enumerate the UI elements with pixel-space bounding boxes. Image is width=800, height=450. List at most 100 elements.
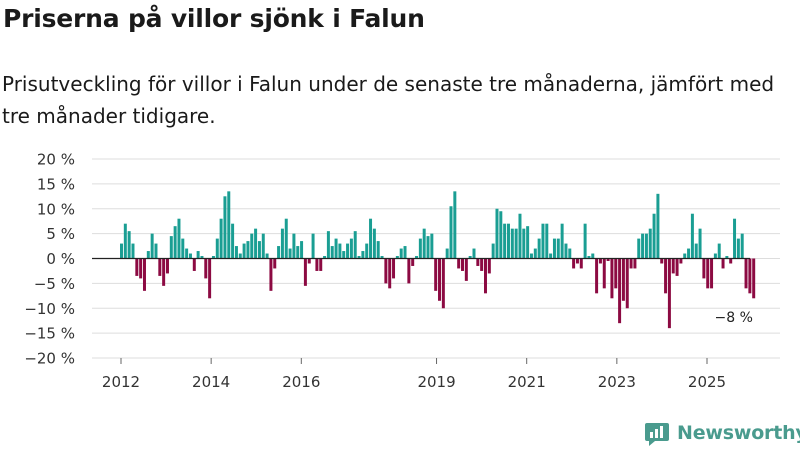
y-tick-label: −5 % xyxy=(34,275,75,293)
bar xyxy=(307,258,311,264)
bar xyxy=(675,258,679,276)
bar xyxy=(660,258,664,264)
x-tick-label: 2021 xyxy=(508,373,546,391)
bar xyxy=(591,253,595,259)
bar xyxy=(219,218,223,259)
bar xyxy=(606,258,610,261)
bar xyxy=(254,228,258,259)
bar xyxy=(234,246,238,259)
bar xyxy=(652,213,656,259)
bar xyxy=(721,258,725,269)
bar xyxy=(713,253,717,259)
bar xyxy=(514,228,518,259)
bar xyxy=(671,258,675,274)
bar xyxy=(146,251,150,259)
bar xyxy=(449,206,453,259)
bar xyxy=(265,253,269,259)
bar xyxy=(736,238,740,259)
bar xyxy=(296,246,300,259)
bar xyxy=(598,258,602,264)
bar xyxy=(300,241,304,259)
bar xyxy=(142,258,146,291)
bar xyxy=(572,258,576,269)
x-tick-label: 2019 xyxy=(417,373,455,391)
y-tick-label: 20 % xyxy=(37,151,75,169)
bar xyxy=(246,241,250,259)
bar xyxy=(545,223,549,259)
bar xyxy=(422,228,426,259)
x-tick-label: 2025 xyxy=(688,373,726,391)
bar xyxy=(369,218,373,259)
bar xyxy=(583,223,587,259)
bar xyxy=(154,243,158,259)
bar xyxy=(529,253,533,259)
bar xyxy=(740,233,744,259)
bar xyxy=(587,256,591,259)
bar xyxy=(717,243,721,259)
bar xyxy=(277,246,281,259)
bar xyxy=(303,258,307,286)
bar xyxy=(131,243,135,259)
bar xyxy=(311,233,315,259)
bar xyxy=(165,258,169,274)
bar xyxy=(150,233,154,259)
bar xyxy=(330,246,334,259)
bar xyxy=(602,258,606,289)
bar xyxy=(595,258,599,294)
bar xyxy=(698,228,702,259)
bar xyxy=(648,228,652,259)
bar xyxy=(372,228,376,259)
bar xyxy=(357,256,361,259)
bar xyxy=(399,248,403,259)
bar xyxy=(526,226,530,259)
bar xyxy=(204,258,208,279)
bar xyxy=(687,248,691,259)
bar xyxy=(733,218,737,259)
bar xyxy=(564,243,568,259)
bar xyxy=(223,196,227,259)
bar xyxy=(560,223,564,259)
y-tick-label: 0 % xyxy=(46,250,75,268)
bar xyxy=(499,211,503,259)
bar xyxy=(338,243,342,259)
bar xyxy=(710,258,714,289)
bar xyxy=(487,258,491,274)
bar xyxy=(468,256,472,259)
bar xyxy=(453,191,457,259)
bar xyxy=(361,251,365,259)
bar xyxy=(457,258,461,269)
bar xyxy=(261,233,265,259)
bar xyxy=(227,191,231,259)
bar xyxy=(319,258,323,271)
bar xyxy=(250,233,254,259)
bar xyxy=(376,241,380,259)
bar xyxy=(215,238,219,259)
bar xyxy=(683,253,687,259)
bar xyxy=(541,223,545,259)
bar xyxy=(323,256,327,259)
bar xyxy=(269,258,273,291)
bar xyxy=(395,256,399,259)
bar xyxy=(120,243,123,259)
bar xyxy=(522,228,526,259)
bar xyxy=(464,258,468,281)
bar xyxy=(403,246,407,259)
bar xyxy=(629,258,633,269)
bar xyxy=(694,243,698,259)
newsworthy-logo-icon xyxy=(645,423,669,446)
bar xyxy=(326,231,330,259)
bar xyxy=(188,253,192,259)
bar xyxy=(177,218,181,259)
bar xyxy=(656,193,660,259)
y-tick-label: −20 % xyxy=(24,350,75,368)
y-tick-label: −15 % xyxy=(24,325,75,343)
bar xyxy=(407,258,411,284)
bar xyxy=(618,258,622,324)
y-tick-label: 10 % xyxy=(37,200,75,218)
bar xyxy=(472,248,476,259)
bar xyxy=(211,256,215,259)
bar xyxy=(744,258,748,289)
bar xyxy=(200,256,204,259)
x-tick-label: 2012 xyxy=(102,373,140,391)
bar xyxy=(181,238,185,259)
